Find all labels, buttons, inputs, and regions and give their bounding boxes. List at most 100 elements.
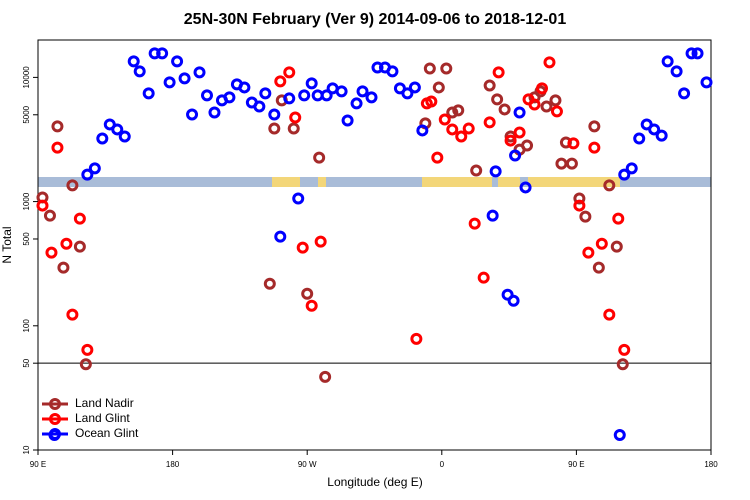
point xyxy=(603,308,616,321)
point xyxy=(446,123,459,136)
y-tick-label: 10000 xyxy=(22,66,31,89)
x-tick-label: 0 xyxy=(440,460,445,469)
y-tick-label: 100 xyxy=(22,319,31,333)
point xyxy=(550,105,563,118)
point xyxy=(501,288,514,301)
point xyxy=(616,358,629,371)
point xyxy=(618,168,631,181)
point xyxy=(356,85,369,98)
point xyxy=(305,77,318,90)
point xyxy=(483,79,496,92)
point xyxy=(592,261,605,274)
y-tick-label: 500 xyxy=(22,232,31,246)
point xyxy=(81,343,94,356)
y-tick-label: 1000 xyxy=(22,192,31,210)
legend-marker xyxy=(49,428,61,440)
point xyxy=(60,237,73,250)
legend-label: Land Nadir xyxy=(75,396,134,410)
legend-marker xyxy=(49,413,61,425)
point xyxy=(573,199,586,212)
point xyxy=(670,65,683,78)
point xyxy=(507,294,520,307)
point xyxy=(483,116,496,129)
point xyxy=(519,181,532,194)
legend-marker xyxy=(49,398,61,410)
point xyxy=(36,199,49,212)
point xyxy=(186,108,199,121)
point xyxy=(96,132,109,145)
point xyxy=(540,100,553,113)
legend-label: Land Glint xyxy=(75,411,130,425)
point xyxy=(365,91,378,104)
point xyxy=(350,97,363,110)
point xyxy=(301,287,314,300)
point xyxy=(425,95,438,108)
point xyxy=(438,113,451,126)
x-tick-label: 90 W xyxy=(298,460,317,469)
point xyxy=(612,212,625,225)
point xyxy=(633,132,646,145)
point xyxy=(208,106,221,119)
point xyxy=(588,120,601,133)
point xyxy=(595,237,608,250)
point xyxy=(88,162,101,175)
point xyxy=(603,179,616,192)
point xyxy=(486,209,499,222)
x-axis-label: Longitude (deg E) xyxy=(327,475,422,489)
point xyxy=(468,217,481,230)
point xyxy=(528,98,541,111)
point xyxy=(579,210,592,223)
x-tick-label: 90 E xyxy=(568,460,584,469)
point xyxy=(462,122,475,135)
point xyxy=(313,151,326,164)
point xyxy=(193,66,206,79)
x-tick-label: 180 xyxy=(166,460,180,469)
point xyxy=(118,130,131,143)
point xyxy=(455,130,468,143)
point xyxy=(521,139,534,152)
point xyxy=(513,106,526,119)
point xyxy=(549,94,562,107)
point xyxy=(648,123,661,136)
y-tick-label: 10 xyxy=(22,445,31,454)
y-tick-label: 50 xyxy=(22,358,31,367)
point xyxy=(200,89,213,102)
point xyxy=(613,429,626,442)
point xyxy=(319,370,332,383)
point xyxy=(45,246,58,259)
point xyxy=(142,87,155,100)
point xyxy=(283,66,296,79)
point xyxy=(341,114,354,127)
chart-title: 25N-30N February (Ver 9) 2014-09-06 to 2… xyxy=(184,11,567,28)
point xyxy=(498,103,511,116)
point xyxy=(513,126,526,139)
point xyxy=(691,47,704,60)
point xyxy=(678,87,691,100)
point xyxy=(685,47,698,60)
point xyxy=(283,92,296,105)
point xyxy=(536,82,549,95)
point xyxy=(588,141,601,154)
point xyxy=(51,120,64,133)
point xyxy=(491,93,504,106)
point xyxy=(51,141,64,154)
point xyxy=(274,75,287,88)
point xyxy=(287,122,300,135)
y-tick-label: 5000 xyxy=(22,105,31,123)
point xyxy=(452,104,465,117)
y-axis-label: N Total xyxy=(0,226,14,263)
point xyxy=(440,62,453,75)
point xyxy=(57,261,70,274)
point xyxy=(625,162,638,175)
point xyxy=(292,192,305,205)
point xyxy=(528,91,541,104)
point xyxy=(314,235,327,248)
point xyxy=(504,134,517,147)
point xyxy=(253,100,266,113)
point xyxy=(470,164,483,177)
point xyxy=(477,271,490,284)
x-tick-label: 90 E xyxy=(30,460,46,469)
point xyxy=(371,61,384,74)
point xyxy=(79,358,92,371)
